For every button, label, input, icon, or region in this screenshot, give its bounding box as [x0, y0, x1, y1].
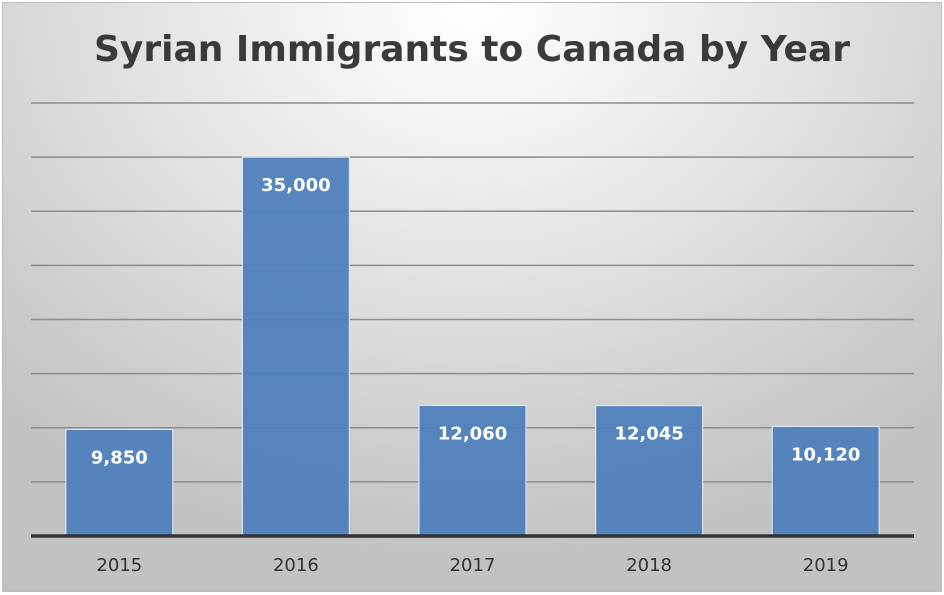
bar-2019 [771, 425, 880, 537]
bar-2015 [65, 428, 174, 537]
data-label: 35,000 [261, 175, 330, 196]
bar-chart: Syrian Immigrants to Canada by Year 9,85… [31, 29, 914, 576]
x-tick-label: 2019 [803, 555, 849, 576]
data-label: 10,120 [791, 444, 860, 465]
x-tick-label: 2015 [96, 555, 142, 576]
data-label: 12,045 [614, 424, 683, 445]
x-tick-label: 2016 [273, 555, 319, 576]
bar-2018 [594, 405, 704, 537]
data-label: 12,060 [438, 423, 507, 444]
bar-2016 [241, 156, 350, 537]
chart-title: Syrian Immigrants to Canada by Year [94, 29, 850, 70]
bar-2017 [418, 404, 527, 537]
data-label: 9,850 [91, 447, 148, 468]
x-tick-label: 2018 [626, 555, 672, 576]
x-tick-label: 2017 [450, 555, 496, 576]
